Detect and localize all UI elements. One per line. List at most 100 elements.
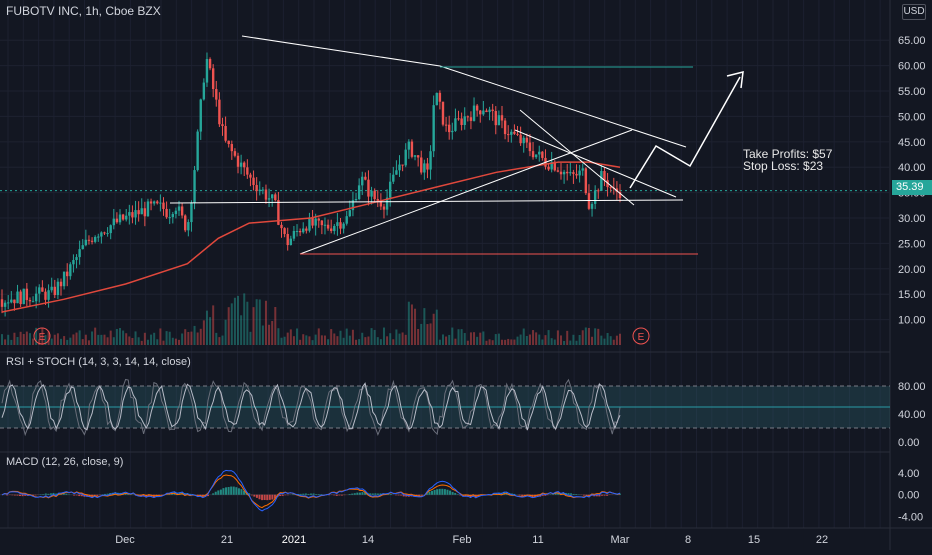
volume-bar — [458, 329, 460, 345]
volume-bar — [442, 334, 444, 345]
volume-bar — [206, 311, 208, 345]
macd-histogram-bar — [354, 493, 356, 495]
volume-bar — [526, 336, 528, 345]
candle-body — [408, 142, 410, 150]
volume-bar — [482, 331, 484, 345]
candle-body — [597, 190, 599, 191]
candle-body — [367, 180, 369, 197]
candle-body — [318, 219, 320, 221]
volume-bar — [246, 302, 248, 345]
volume-bar — [7, 335, 9, 345]
volume-bar — [405, 335, 407, 345]
candle-body — [137, 210, 139, 214]
candle-body — [41, 287, 43, 291]
macd-histogram-bar — [336, 495, 338, 496]
macd-histogram-bar — [398, 495, 400, 496]
macd-histogram-bar — [259, 495, 261, 499]
candle-body — [538, 152, 540, 155]
volume-bar — [315, 335, 317, 345]
volume-bar — [389, 333, 391, 345]
rsi-indicator-title[interactable]: RSI + STOCH (14, 3, 3, 14, 14, close) — [6, 356, 191, 368]
candle-body — [510, 132, 512, 135]
volume-bar — [20, 332, 22, 345]
macd-histogram-bar — [24, 495, 26, 496]
volume-bar — [569, 341, 571, 345]
candle-body — [150, 201, 152, 203]
wedge-lower-trendline — [300, 130, 632, 254]
macd-histogram-bar — [282, 495, 284, 496]
time-axis-tick: 11 — [532, 534, 543, 546]
volume-bar — [128, 336, 130, 345]
macd-histogram-bar — [264, 495, 266, 500]
candle-body — [116, 219, 118, 223]
volume-bar — [228, 307, 230, 345]
volume-bar — [225, 320, 227, 345]
volume-bar — [445, 337, 447, 345]
macd-histogram-bar — [575, 494, 577, 495]
candle-body — [436, 93, 438, 105]
symbol-title[interactable]: FUBOTV INC, 1h, Cboe BZX — [6, 4, 161, 18]
volume-bar — [504, 340, 506, 345]
earnings-marker-label: E — [39, 332, 46, 343]
macd-histogram-bar — [436, 489, 438, 495]
macd-histogram-bar — [50, 493, 52, 494]
candle-body — [488, 110, 490, 112]
candle-body — [193, 170, 195, 202]
macd-signal-line — [2, 475, 620, 508]
candle-body — [467, 116, 469, 117]
candle-body — [575, 174, 577, 175]
volume-bar — [414, 309, 416, 345]
candle-body — [594, 190, 596, 204]
candle-body — [532, 151, 534, 157]
candle-body — [507, 134, 509, 135]
volume-bar — [330, 329, 332, 345]
volume-bar — [333, 333, 335, 345]
candle-body — [405, 150, 407, 166]
candle-body — [119, 215, 121, 223]
candle-body — [66, 272, 68, 277]
macd-histogram-bar — [606, 495, 608, 496]
earnings-marker-label: E — [638, 332, 645, 343]
candle-body — [600, 171, 602, 191]
candle-body — [358, 185, 360, 199]
volume-bar — [54, 335, 56, 345]
candle-body — [373, 191, 375, 199]
candle-body — [19, 292, 21, 305]
macd-histogram-bar — [573, 494, 575, 495]
price-axis-tick: 30.00 — [898, 213, 926, 225]
volume-bar — [271, 321, 273, 345]
volume-bar — [184, 329, 186, 345]
candle-body — [327, 225, 329, 229]
candle-body — [448, 125, 450, 132]
macd-histogram-bar — [73, 495, 75, 496]
candle-body — [411, 142, 413, 157]
candle-body — [172, 214, 174, 217]
candle-body — [141, 208, 143, 214]
candle-body — [16, 292, 18, 304]
candle-body — [361, 177, 363, 186]
volume-bar — [411, 304, 413, 345]
candle-body — [485, 111, 487, 112]
volume-bar — [253, 307, 255, 345]
candle-body — [144, 208, 146, 216]
candle-body — [293, 231, 295, 239]
volume-bar — [582, 330, 584, 345]
volume-bar — [603, 339, 605, 345]
volume-bar — [392, 339, 394, 345]
candle-body — [464, 116, 466, 125]
price-axis-tick: 25.00 — [898, 238, 926, 250]
volume-bar — [544, 335, 546, 345]
currency-button[interactable]: USD — [902, 4, 926, 20]
volume-bar — [110, 331, 112, 345]
macd-indicator-title[interactable]: MACD (12, 26, close, 9) — [6, 456, 123, 468]
macd-histogram-bar — [271, 495, 273, 500]
candle-body — [398, 165, 400, 171]
volume-bar — [498, 334, 500, 345]
candle-body — [78, 249, 80, 257]
candle-body — [85, 240, 87, 245]
macd-histogram-bar — [307, 494, 309, 495]
volume-bar — [476, 337, 478, 345]
volume-bar — [557, 330, 559, 345]
